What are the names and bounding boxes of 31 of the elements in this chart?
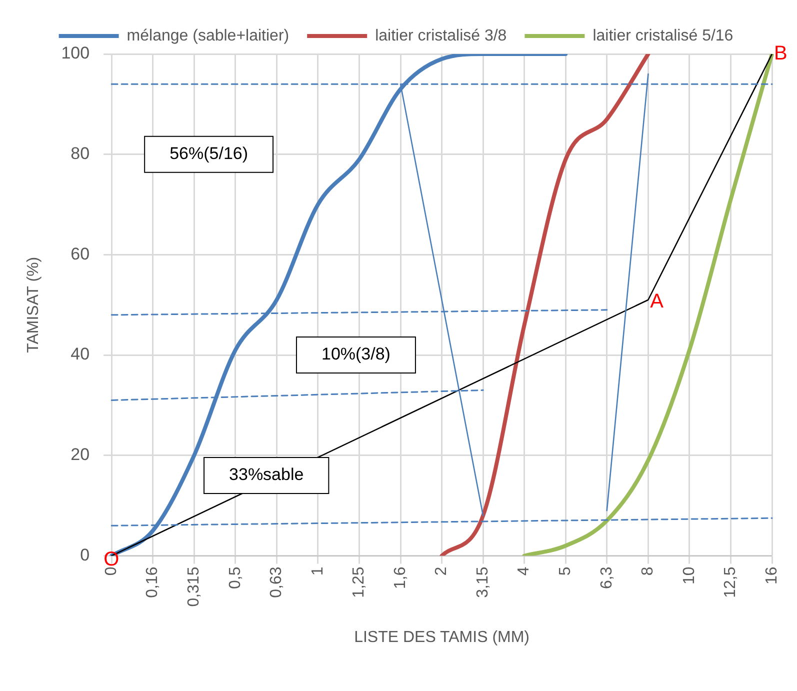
x-tick-label: 8	[640, 566, 657, 576]
x-tick-label: 10	[680, 566, 698, 585]
x-axis-title: LISTE DES TAMIS (MM)	[354, 628, 530, 646]
annotation: A	[650, 290, 664, 312]
x-tick-label: 0,5	[226, 566, 244, 590]
legend-label: laitier cristalisé 3/8	[375, 27, 507, 44]
x-tick-label: 1,25	[350, 566, 368, 598]
x-tick-label: 1	[309, 566, 326, 576]
y-tick-label: 20	[70, 445, 90, 464]
y-tick-label: 80	[70, 144, 90, 164]
y-axis-title: TAMISAT (%)	[25, 256, 42, 353]
x-tick-label: 5	[557, 566, 574, 576]
annotation: 10%(3/8)	[321, 344, 390, 364]
x-tick-label: 0,16	[144, 566, 162, 598]
x-tick-label: 12,5	[722, 566, 740, 598]
x-tick-label: 0,63	[268, 566, 286, 598]
x-tick-label: 4	[516, 566, 533, 576]
legend-label: laitier cristalisé 5/16	[592, 27, 734, 44]
x-tick-label: 16	[763, 566, 780, 585]
legend-label: mélange (sable+laitier)	[126, 27, 290, 44]
annotation: B	[774, 42, 788, 65]
annotation: 56%(5/16)	[170, 144, 248, 164]
annotation: 33%sable	[229, 465, 304, 484]
x-tick-label: 2	[433, 566, 450, 576]
x-tick-label: 6,3	[598, 566, 616, 590]
x-tick-label: 3,15	[474, 566, 492, 598]
y-tick-label: 40	[70, 344, 90, 364]
y-tick-label: 60	[70, 244, 90, 264]
x-tick-label: 0,315	[186, 566, 203, 607]
y-tick-label: 100	[61, 44, 90, 63]
x-tick-label: 1,6	[392, 566, 409, 590]
